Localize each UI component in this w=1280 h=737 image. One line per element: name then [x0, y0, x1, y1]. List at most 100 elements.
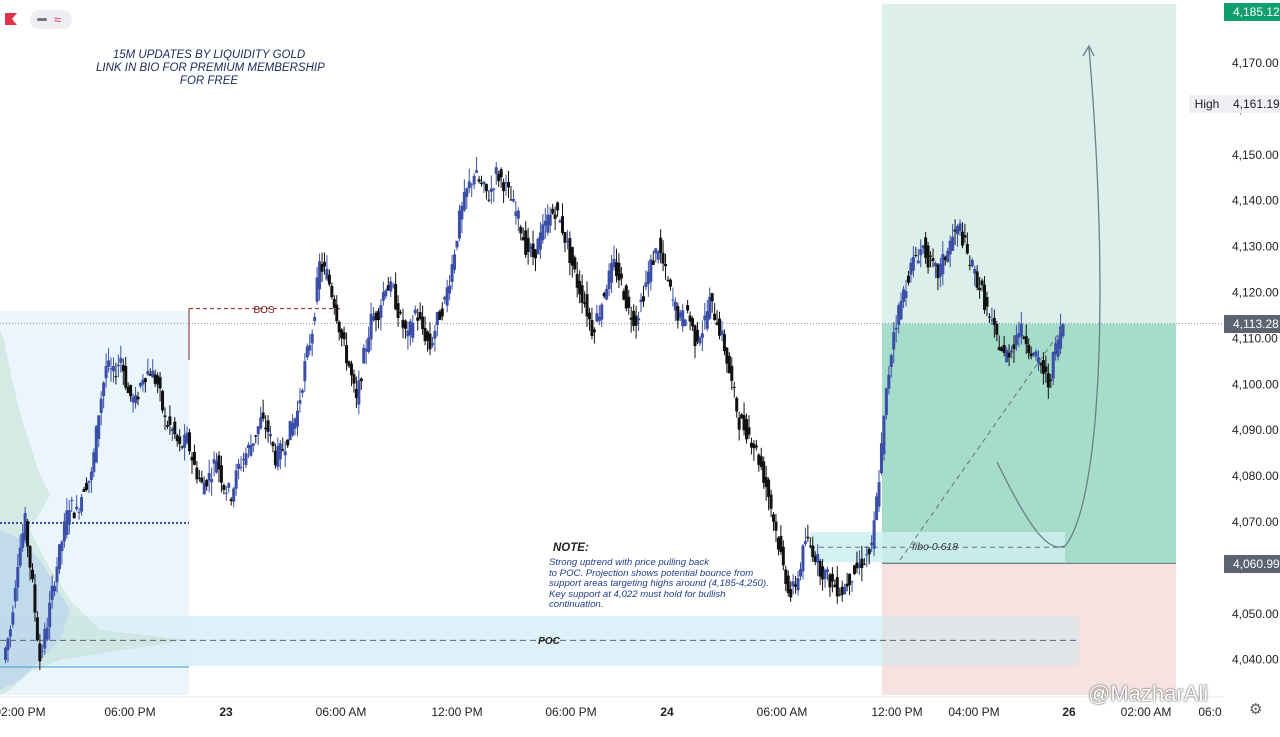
candle-body — [857, 563, 861, 568]
candle-body — [504, 182, 508, 184]
candle-body — [551, 208, 555, 214]
level-lines — [0, 308, 1224, 668]
candle-body — [136, 396, 140, 400]
candle-body — [676, 306, 680, 321]
candle-body — [291, 422, 295, 436]
candle-body — [924, 237, 928, 258]
candle-body — [850, 581, 854, 583]
candle-body — [992, 317, 996, 326]
y-tick-label: 4,100.00 — [1232, 377, 1279, 391]
candle-body — [767, 479, 771, 497]
candle-body — [465, 188, 469, 197]
gear-icon[interactable]: ⚙ — [1249, 701, 1263, 718]
candle-body — [803, 541, 807, 545]
candle-body — [406, 330, 410, 337]
candle-body — [727, 355, 731, 374]
candle-body — [1019, 323, 1023, 337]
candle-body — [1054, 343, 1058, 355]
candle-body — [764, 477, 768, 488]
candle-body — [266, 420, 270, 432]
candle-body — [293, 418, 297, 429]
x-tick-label: 02:00 AM — [1121, 705, 1172, 719]
candle-body — [303, 361, 307, 382]
candle-body — [897, 305, 901, 325]
candle-body — [286, 439, 290, 446]
candle-body — [865, 554, 869, 556]
candle-body — [340, 329, 344, 339]
candle-body — [752, 443, 756, 449]
candle-body — [718, 318, 722, 336]
candle-body — [84, 483, 88, 490]
candle-body — [786, 575, 790, 594]
candle-body — [48, 602, 52, 628]
candle-body — [587, 312, 591, 320]
candle-body — [80, 497, 84, 512]
candle-body — [700, 333, 704, 338]
candle-body — [774, 521, 778, 531]
candle-body — [111, 366, 115, 372]
candle-body — [57, 544, 61, 570]
candle-body — [904, 291, 908, 298]
x-tick-label: 06:00 PM — [545, 705, 596, 719]
candle-body — [838, 594, 842, 596]
candle-body — [612, 258, 616, 268]
candle-body — [38, 643, 42, 662]
candle-body — [637, 318, 641, 321]
candle-body — [119, 357, 123, 363]
candle-body — [489, 188, 493, 192]
candle-body — [379, 305, 383, 318]
candle-body — [693, 325, 697, 347]
candle-body — [956, 226, 960, 235]
candle-body — [482, 181, 486, 185]
candle-body — [457, 210, 461, 239]
tradingview-flag-icon[interactable] — [4, 12, 18, 26]
candle-body — [362, 347, 366, 364]
candle-body — [691, 318, 695, 327]
candle-body — [720, 330, 724, 335]
candle-body — [708, 296, 712, 319]
candle-body — [558, 220, 562, 223]
indicator-pill[interactable]: ≈ — [30, 10, 72, 29]
candle-body — [453, 254, 457, 270]
candle-body — [941, 254, 945, 275]
poc-zone-overlap — [882, 616, 1079, 666]
candle-body — [980, 280, 984, 286]
candle-body — [470, 184, 474, 186]
candle-body — [151, 370, 155, 378]
candle-body — [946, 250, 950, 262]
candle-body — [936, 264, 940, 279]
high-price-tag: 4,161.19 — [1224, 95, 1280, 113]
candle-body — [55, 566, 59, 583]
candle-body — [178, 436, 182, 445]
candle-body — [455, 240, 459, 248]
candle-body — [529, 246, 533, 249]
candle-body — [484, 183, 488, 192]
candle-body — [367, 337, 371, 352]
candle-body — [131, 396, 135, 403]
target-price-tag: 4,185.12 — [1224, 3, 1280, 21]
header-line: 15M UPDATES BY LIQUIDITY GOLD — [112, 49, 306, 61]
candle-body — [325, 268, 329, 280]
candle-body — [281, 449, 285, 451]
candle-body — [300, 390, 304, 393]
wave-icon[interactable]: ≈ — [54, 12, 62, 27]
candle-body — [26, 521, 30, 547]
candle-body — [480, 182, 484, 185]
candle-body — [224, 492, 228, 494]
header-line: FOR FREE — [179, 75, 239, 87]
candle-body — [833, 584, 837, 588]
candle-body — [413, 309, 417, 314]
candle-body — [840, 586, 844, 595]
candle-body — [30, 569, 34, 580]
projection-arrow-path — [996, 47, 1101, 548]
minus-icon[interactable] — [37, 18, 47, 21]
candle-body — [556, 202, 560, 211]
candle-body — [835, 577, 839, 597]
candle-body — [791, 581, 795, 587]
candle-body — [308, 345, 312, 351]
candle-body — [607, 270, 611, 290]
candle-body — [60, 541, 64, 552]
candle-body — [713, 313, 717, 320]
candle-body — [163, 415, 167, 417]
